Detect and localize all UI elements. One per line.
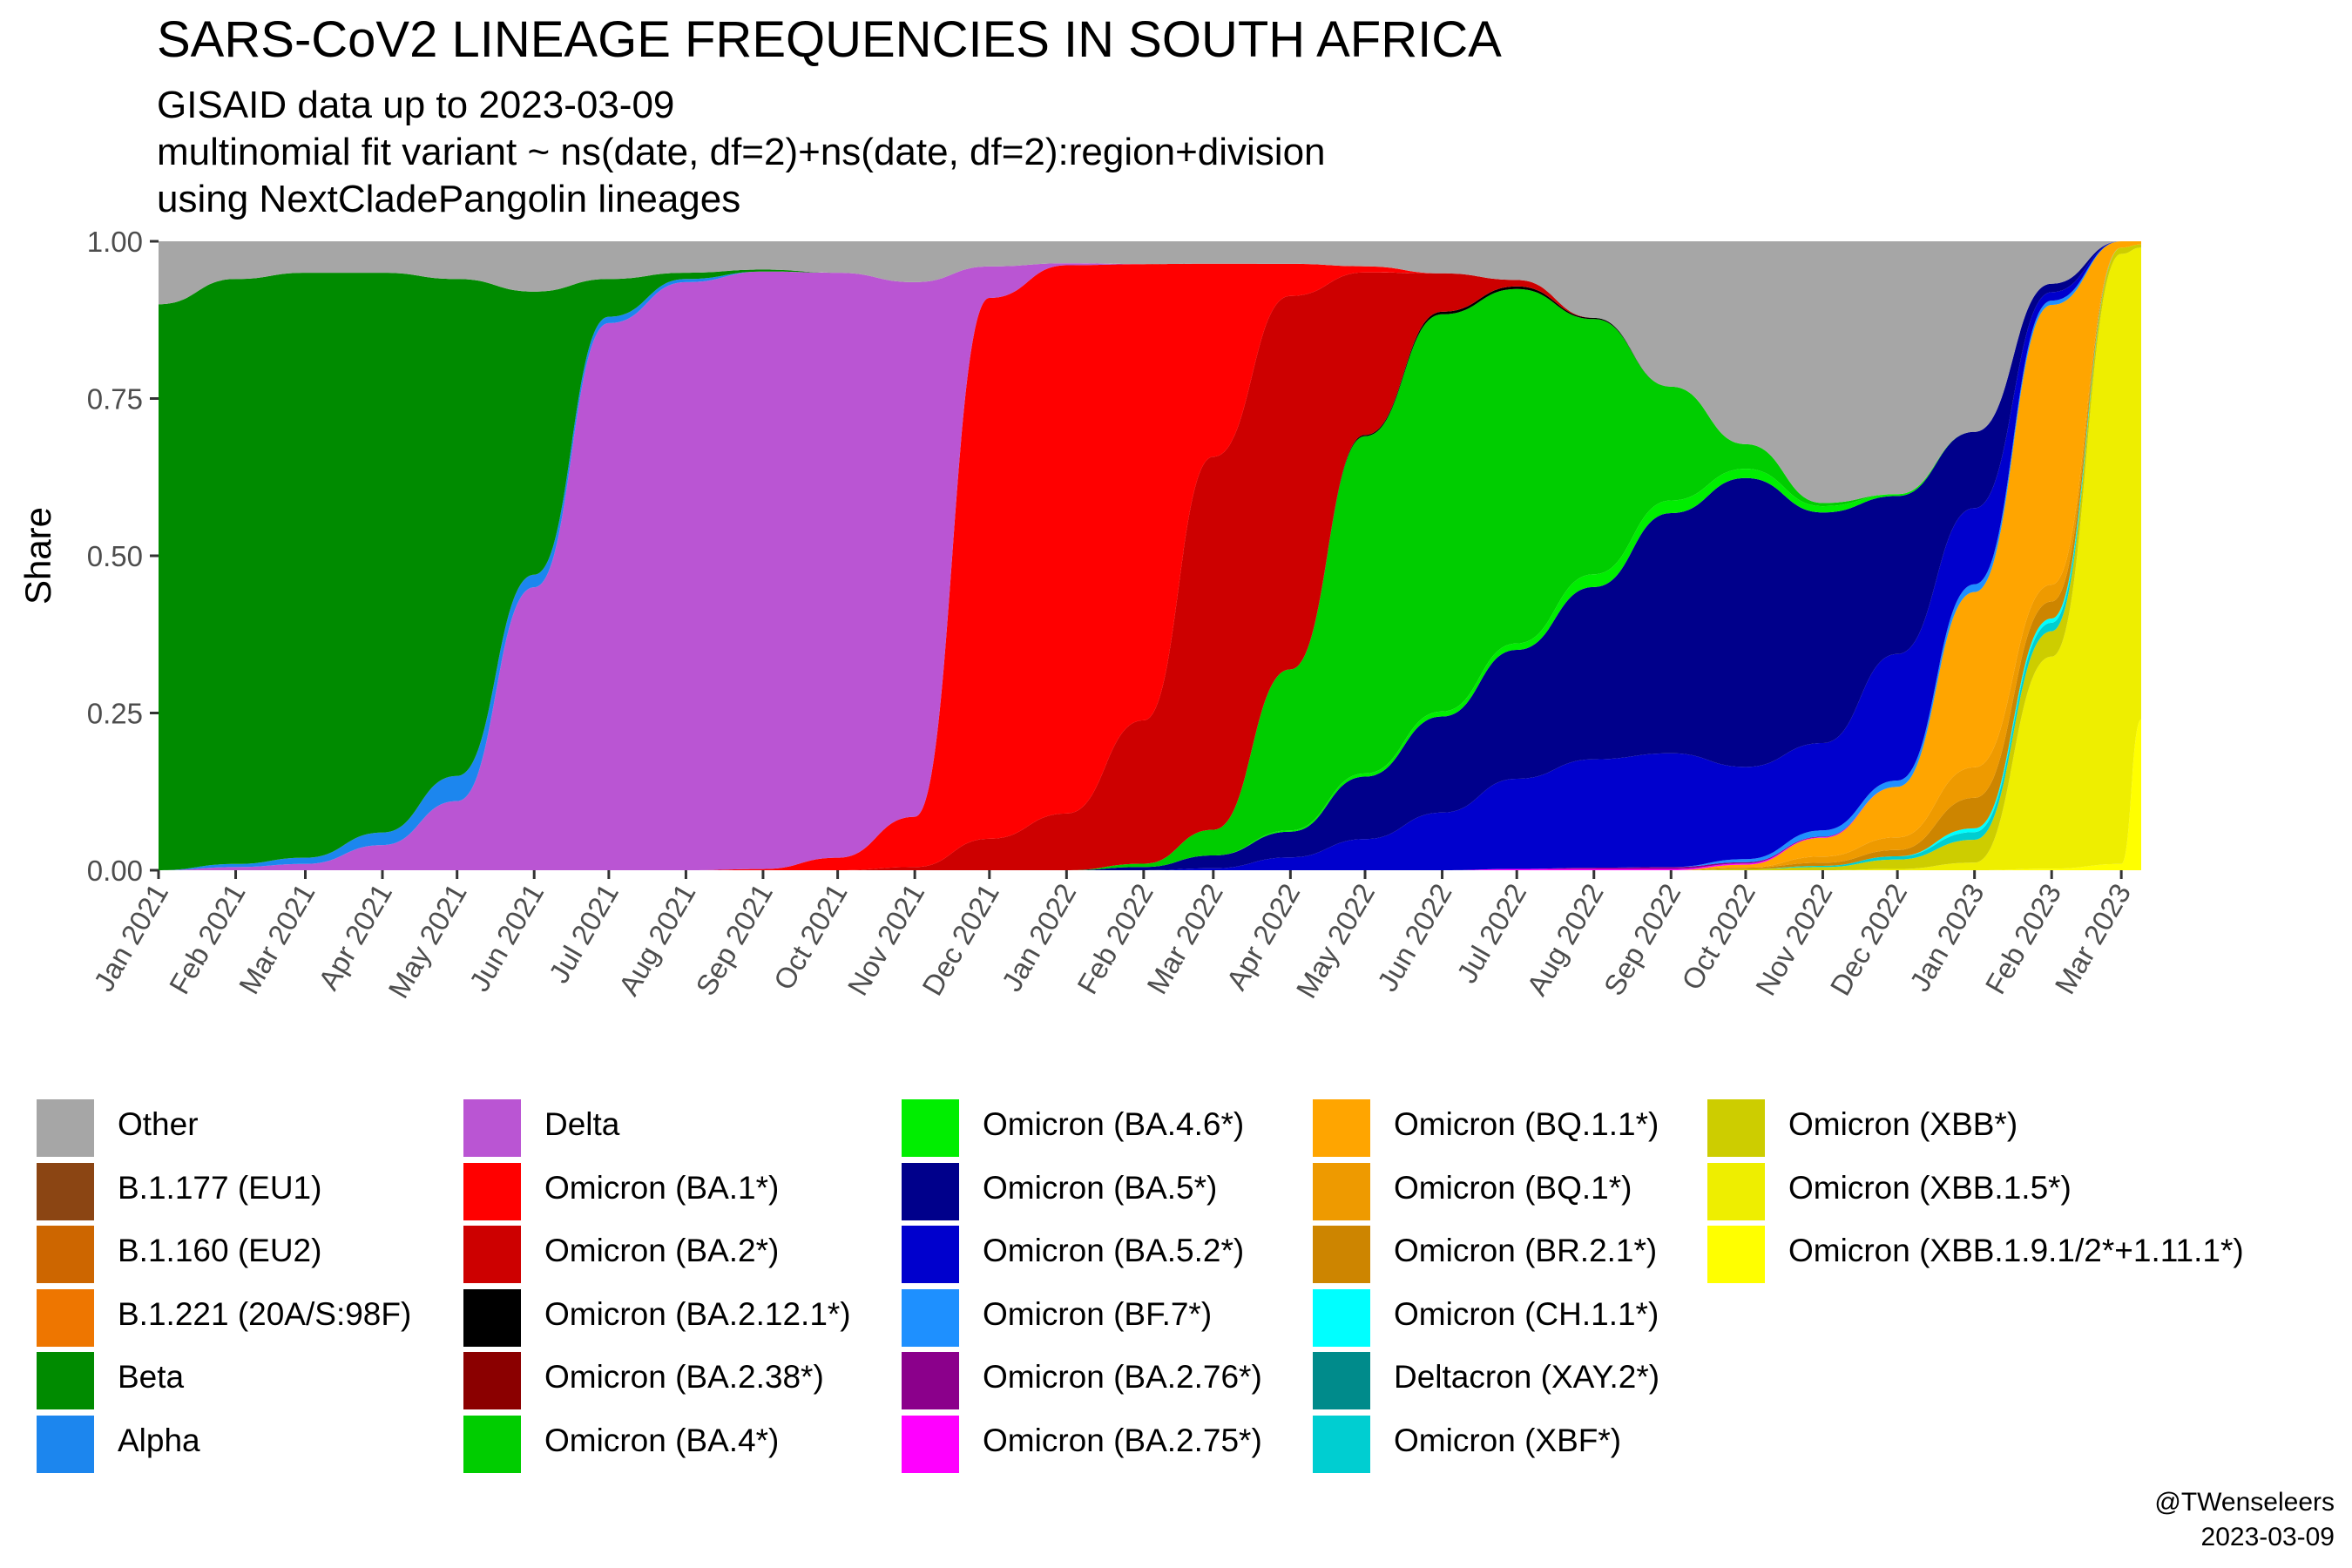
legend-label: Omicron (XBB*) [1788, 1106, 2018, 1142]
y-tick-label: 0.75 [87, 383, 143, 416]
x-tick-label: Oct 2022 [1675, 878, 1761, 995]
legend-label: Omicron (BQ.1*) [1394, 1169, 1632, 1206]
x-tick-label: Sep 2022 [1598, 878, 1687, 1001]
legend-swatch [463, 1162, 521, 1220]
x-tick-label: Aug 2022 [1520, 878, 1610, 1001]
legend-label: B.1.221 (20A/S:98F) [118, 1295, 412, 1332]
legend-swatch [463, 1288, 521, 1347]
credit-date: 2023-03-09 [2200, 1523, 2335, 1551]
legend-label: Omicron (BF.7*) [983, 1295, 1213, 1332]
area-omicron-bq-1 [159, 244, 2141, 871]
area-beta [159, 241, 2141, 870]
y-tick-label: 1.00 [87, 226, 143, 258]
legend-swatch [902, 1099, 959, 1157]
x-tick-label: Jan 2022 [995, 878, 1082, 997]
legend-swatch [37, 1099, 94, 1157]
area-delta [159, 241, 2141, 870]
legend-swatch [37, 1288, 94, 1347]
legend-label: Other [118, 1106, 199, 1142]
x-tick-label: Jul 2021 [543, 878, 625, 989]
legend-swatch [1313, 1226, 1370, 1283]
legend-label: Omicron (BA.2.12.1*) [544, 1295, 851, 1332]
chart-subtitle-line-3: using NextCladePangolin lineages [157, 178, 741, 220]
y-axis-title: Share [17, 507, 58, 605]
legend-swatch [902, 1288, 959, 1347]
legend-label: B.1.160 (EU2) [118, 1233, 322, 1268]
legend-swatch [37, 1162, 94, 1220]
x-tick-label: Aug 2021 [612, 878, 702, 1001]
x-tick-label: Sep 2021 [689, 878, 779, 1001]
x-tick-label: Jul 2022 [1450, 878, 1532, 989]
legend-swatch [1707, 1162, 1765, 1220]
x-tick-label: Jan 2023 [1903, 878, 1990, 997]
legend-label: Beta [118, 1359, 185, 1395]
legend-label: Omicron (BA.5.2*) [983, 1233, 1245, 1268]
legend-swatch [1313, 1288, 1370, 1347]
legend-label: Omicron (BA.4*) [544, 1422, 780, 1458]
legend-label: Omicron (BA.4.6*) [983, 1106, 1245, 1142]
legend-label: Omicron (BA.2.75*) [983, 1422, 1262, 1458]
legend-label: Omicron (XBF*) [1394, 1422, 1622, 1458]
legend-label: Omicron (XBB.1.5*) [1788, 1169, 2072, 1206]
legend-swatch [1707, 1226, 1765, 1283]
stacked-areas [159, 241, 2141, 871]
legend-label: Omicron (BA.2.76*) [983, 1359, 1262, 1395]
area-omicron-ba-5 [159, 241, 2141, 870]
area-omicron-ba-1 [159, 241, 2141, 870]
legend-swatch [902, 1162, 959, 1220]
legend-label: Alpha [118, 1422, 200, 1458]
x-tick-label: Jun 2021 [463, 878, 550, 997]
legend-label: Omicron (BA.2.38*) [544, 1359, 824, 1395]
x-tick-label: Apr 2022 [1220, 878, 1306, 995]
x-tick-label: Apr 2021 [312, 878, 398, 995]
chart-title: SARS-CoV2 LINEAGE FREQUENCIES IN SOUTH A… [157, 11, 1502, 68]
legend-label: Omicron (BR.2.1*) [1394, 1233, 1658, 1268]
legend-swatch [902, 1415, 959, 1473]
legend-swatch [463, 1415, 521, 1473]
area-omicron-ba-2 [159, 241, 2141, 870]
legend-label: Delta [544, 1106, 620, 1142]
legend-swatch [902, 1352, 959, 1409]
legend-swatch [37, 1415, 94, 1473]
legend-label: Omicron (BA.1*) [544, 1169, 780, 1206]
legend-label: Deltacron (XAY.2*) [1394, 1359, 1660, 1395]
chart-subtitle-line-2: multinomial fit variant ~ ns(date, df=2)… [157, 131, 1326, 173]
legend-swatch [1313, 1352, 1370, 1409]
legend-label: Omicron (BQ.1.1*) [1394, 1106, 1659, 1142]
legend-label: Omicron (BA.2*) [544, 1233, 780, 1268]
x-tick-label: Jun 2022 [1371, 878, 1458, 997]
legend-swatch [1313, 1415, 1370, 1473]
y-tick-label: 0.50 [87, 540, 143, 572]
legend-swatch [463, 1226, 521, 1283]
y-tick-label: 0.00 [87, 855, 143, 887]
legend-swatch [37, 1352, 94, 1409]
y-tick-label: 0.25 [87, 698, 143, 730]
legend-label: Omicron (XBB.1.9.1/2*+1.11.1*) [1788, 1233, 2244, 1268]
legend-swatch [1707, 1099, 1765, 1157]
area-omicron-ba-4 [159, 241, 2141, 870]
legend-label: B.1.177 (EU1) [118, 1169, 322, 1206]
legend-swatch [463, 1352, 521, 1409]
legend-swatch [1313, 1099, 1370, 1157]
legend-swatch [902, 1226, 959, 1283]
legend-swatch [463, 1099, 521, 1157]
credit-handle: @TWenseleers [2154, 1488, 2335, 1517]
area-other [159, 241, 2141, 504]
legend-swatch [1313, 1162, 1370, 1220]
x-tick-label: Oct 2021 [767, 878, 854, 995]
legend-label: Omicron (BA.5*) [983, 1169, 1218, 1206]
x-tick-label: Jan 2021 [87, 878, 174, 997]
chart-subtitle-line-1: GISAID data up to 2023-03-09 [157, 84, 675, 126]
legend-label: Omicron (CH.1.1*) [1394, 1295, 1659, 1332]
legend-swatch [37, 1226, 94, 1283]
